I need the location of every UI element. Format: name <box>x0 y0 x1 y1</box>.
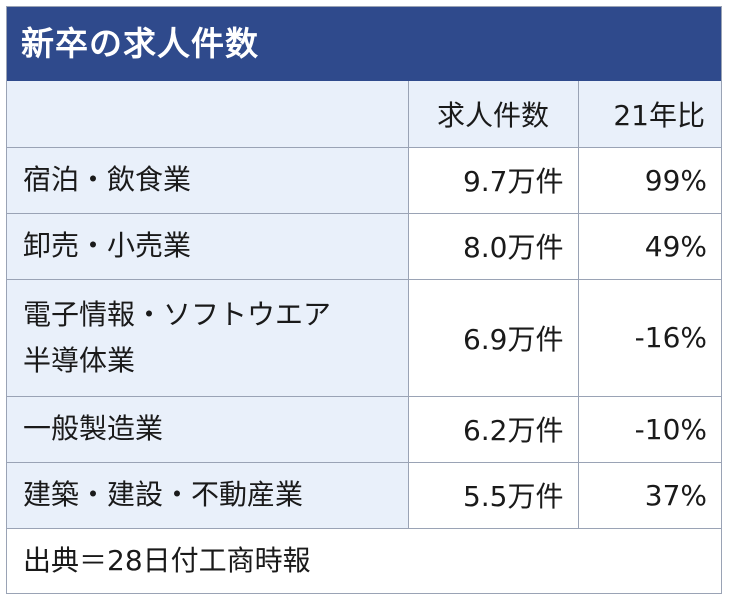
row-ratio: -10% <box>577 395 721 463</box>
row-ratio: 37% <box>577 461 721 529</box>
table-title: 新卒の求人件数 <box>7 7 721 81</box>
header-count: 求人件数 <box>407 81 579 148</box>
row-category: 電子情報・ソフトウエア 半導体業 <box>7 278 409 397</box>
table-row: 電子情報・ソフトウエア 半導体業 6.9万件 -16% <box>7 278 721 397</box>
row-ratio: 99% <box>577 146 721 214</box>
row-count: 6.9万件 <box>407 278 579 397</box>
row-category-line-1: 電子情報・ソフトウエア <box>23 297 332 331</box>
table-row: 宿泊・飲食業 9.7万件 99% <box>7 146 721 214</box>
job-openings-table: 求人件数 21年比 宿泊・飲食業 9.7万件 99% 卸売・小売業 8.0万件 … <box>7 81 721 529</box>
row-category: 宿泊・飲食業 <box>7 146 409 214</box>
row-ratio: -16% <box>577 278 721 397</box>
row-category-line-2: 半導体業 <box>23 343 136 377</box>
row-count: 6.2万件 <box>407 395 579 463</box>
news-table-card: 新卒の求人件数 求人件数 21年比 宿泊・飲食業 9.7万件 99% 卸売・小売… <box>6 6 722 594</box>
row-category: 卸売・小売業 <box>7 212 409 280</box>
header-ratio: 21年比 <box>577 81 721 148</box>
header-category-cell <box>7 81 409 148</box>
table-row: 建築・建設・不動産業 5.5万件 37% <box>7 461 721 529</box>
table-row: 一般製造業 6.2万件 -10% <box>7 395 721 463</box>
row-count: 5.5万件 <box>407 461 579 529</box>
row-count: 8.0万件 <box>407 212 579 280</box>
row-category: 一般製造業 <box>7 395 409 463</box>
row-count: 9.7万件 <box>407 146 579 214</box>
row-category: 建築・建設・不動産業 <box>7 461 409 529</box>
table-header-row: 求人件数 21年比 <box>7 81 721 148</box>
source-note: 出典＝28日付工商時報 <box>7 528 721 593</box>
row-ratio: 49% <box>577 212 721 280</box>
table-row: 卸売・小売業 8.0万件 49% <box>7 212 721 280</box>
